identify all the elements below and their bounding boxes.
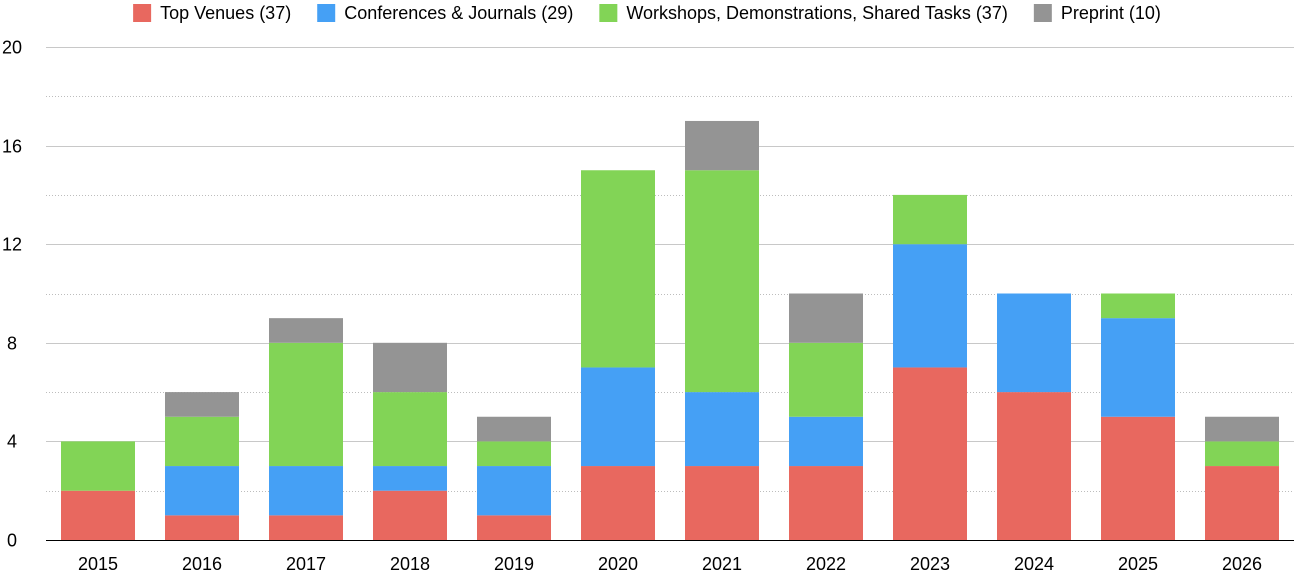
bar-segment — [269, 466, 343, 516]
x-tick-label: 2022 — [806, 554, 846, 572]
y-tick-label: 8 — [7, 334, 17, 354]
bar-segment — [1205, 466, 1279, 540]
legend-swatch — [599, 4, 618, 22]
x-tick-label: 2025 — [1118, 554, 1158, 572]
legend-label: Conferences & Journals (29) — [344, 3, 573, 23]
bar-segment — [997, 293, 1071, 393]
bar-segment — [581, 367, 655, 467]
x-tick-label: 2020 — [598, 554, 638, 572]
legend-item: Conferences & Journals (29) — [317, 3, 573, 23]
legend-label: Preprint (10) — [1061, 3, 1161, 23]
bar-segment — [685, 466, 759, 540]
x-tick-label: 2024 — [1014, 554, 1054, 572]
bar-segment — [165, 416, 239, 467]
bar-segment — [477, 515, 551, 540]
y-tick-label: 12 — [2, 235, 22, 255]
x-tick-label: 2026 — [1222, 554, 1262, 572]
bar-segment — [165, 392, 239, 417]
y-tick-label: 16 — [2, 137, 22, 157]
bar-segment — [373, 466, 447, 491]
bar-segment — [685, 392, 759, 467]
bar-segment — [1101, 293, 1175, 319]
bar-segment — [165, 515, 239, 540]
bar-segment — [61, 490, 135, 540]
bar-segment — [893, 194, 967, 245]
bar-segment — [789, 416, 863, 467]
y-tick-label: 4 — [7, 432, 17, 452]
bar-segment — [685, 170, 759, 393]
bar-segment — [477, 466, 551, 516]
bar-segment — [269, 318, 343, 343]
bar-segment — [581, 170, 655, 368]
bar-segment — [789, 293, 863, 343]
x-tick-label: 2023 — [910, 554, 950, 572]
bars — [61, 120, 1279, 540]
bar-segment — [789, 466, 863, 540]
bar-segment — [997, 392, 1071, 540]
x-tick-label: 2017 — [286, 554, 326, 572]
y-tick-label: 0 — [7, 531, 17, 551]
bar-segment — [581, 466, 655, 540]
legend-item: Workshops, Demonstrations, Shared Tasks … — [599, 3, 1008, 23]
bar-segment — [789, 342, 863, 417]
x-tick-label: 2015 — [78, 554, 118, 572]
legend: Top Venues (37) Conferences & Journals (2… — [133, 3, 1161, 23]
x-tick-label: 2018 — [390, 554, 430, 572]
bar-segment — [373, 392, 447, 467]
grid-lines — [46, 47, 1294, 492]
bar-segment — [1101, 416, 1175, 540]
legend-label: Workshops, Demonstrations, Shared Tasks … — [626, 3, 1008, 23]
legend-swatch — [317, 4, 336, 22]
bar-segment — [893, 367, 967, 540]
x-tick-label: 2016 — [182, 554, 222, 572]
legend-item: Top Venues (37) — [133, 3, 291, 23]
legend-label: Top Venues (37) — [160, 3, 291, 23]
bar-segment — [269, 515, 343, 540]
legend-swatch — [133, 4, 152, 22]
bar-segment — [269, 342, 343, 467]
legend-swatch — [1033, 4, 1052, 22]
bar-segment — [61, 441, 135, 491]
bar-segment — [477, 441, 551, 467]
bar-segment — [893, 244, 967, 368]
bar-segment — [165, 466, 239, 516]
legend-item: Preprint (10) — [1033, 3, 1161, 23]
bar-segment — [477, 416, 551, 442]
bar-segment — [1205, 416, 1279, 442]
x-tick-label: 2021 — [702, 554, 742, 572]
bar-segment — [373, 490, 447, 540]
bar-segment — [1101, 318, 1175, 417]
bar-segment — [373, 342, 447, 393]
x-tick-label: 2019 — [494, 554, 534, 572]
bar-segment — [1205, 441, 1279, 467]
bar-segment — [685, 120, 759, 171]
axes: 0 4 8 12 16 20 2015 2016 2017 2018 2019 2020 2021 202… — [2, 38, 1294, 574]
y-tick-label: 20 — [2, 38, 22, 58]
